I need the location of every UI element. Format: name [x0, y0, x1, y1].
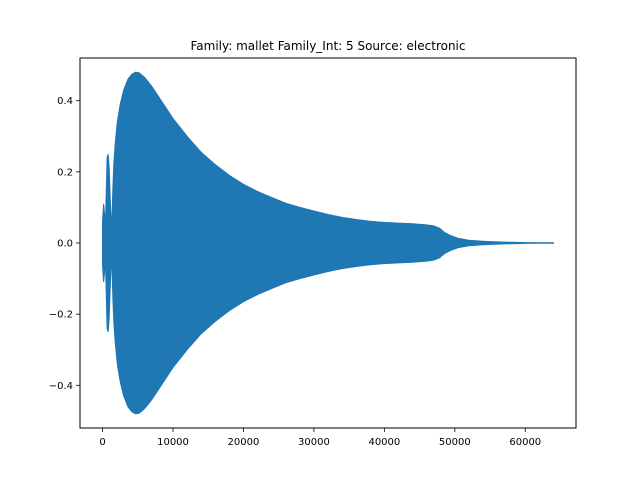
x-tick-label: 40000 [368, 437, 400, 448]
y-tick-label: 0.0 [57, 239, 73, 250]
chart-title: Family: mallet Family_Int: 5 Source: ele… [190, 39, 465, 53]
x-axis: 0 10000 20000 30000 40000 50000 60000 [99, 428, 541, 448]
x-tick-label: 20000 [228, 437, 260, 448]
y-tick-label: 0.4 [57, 96, 73, 107]
y-tick-label: −0.2 [49, 310, 73, 321]
x-tick-label: 60000 [509, 437, 541, 448]
axes-frame [79, 57, 577, 429]
y-tick-label: 0.2 [57, 167, 73, 178]
y-tick-label: −0.4 [49, 381, 73, 392]
waveform-series [102, 71, 554, 415]
y-axis: −0.4 −0.2 0.0 0.2 0.4 [49, 96, 80, 392]
x-tick-label: 30000 [298, 437, 330, 448]
plot-area [102, 71, 554, 415]
x-tick-label: 0 [99, 437, 105, 448]
x-tick-label: 10000 [157, 437, 189, 448]
x-tick-label: 50000 [439, 437, 471, 448]
